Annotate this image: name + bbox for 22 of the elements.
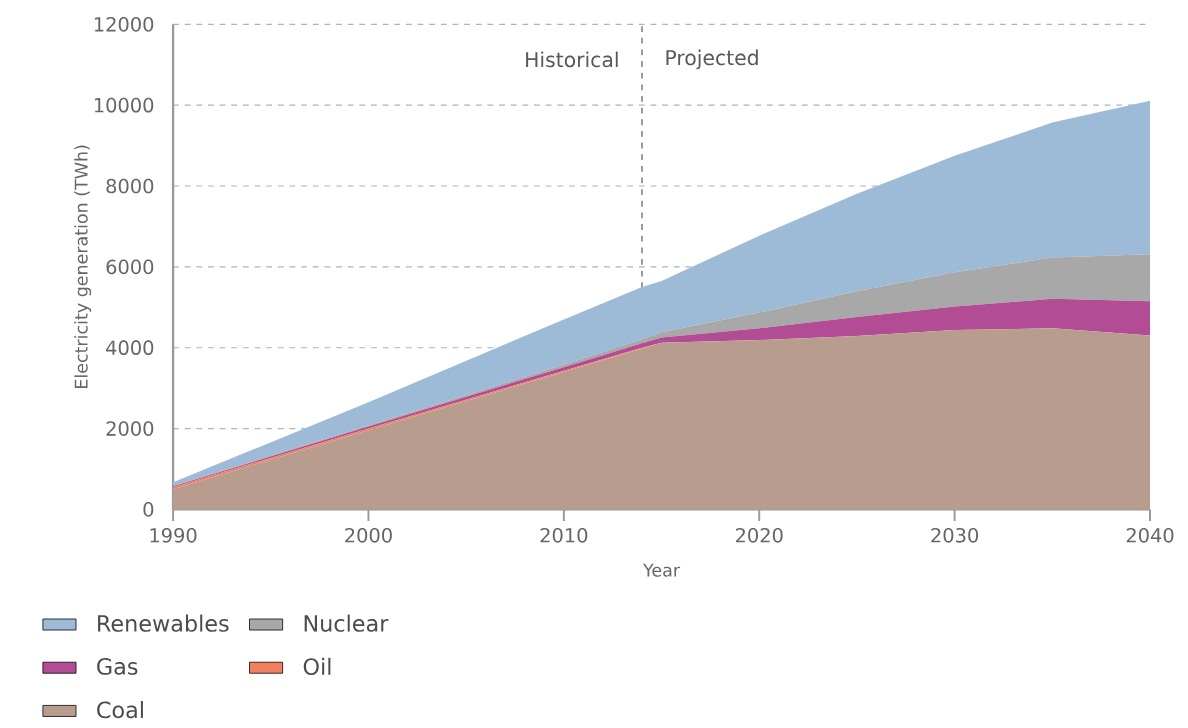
x-tick-label: 1990 [150, 528, 197, 543]
legend-label: Gas [97, 658, 138, 676]
legend-label: Oil [303, 658, 331, 676]
x-tick-label: 2010 [540, 528, 588, 543]
x-tick-label: 2030 [931, 528, 979, 543]
y-tick-label: 6000 [106, 259, 154, 275]
y-axis-title: Electricity generation (TWh) [74, 145, 92, 389]
y-tick-label: 8000 [106, 178, 154, 194]
legend-label: Coal [97, 701, 143, 719]
x-tick-label: 2020 [735, 528, 783, 543]
x-axis-title: Year [643, 563, 681, 577]
y-tick-label: 12000 [94, 17, 154, 32]
y-tick-label: 2000 [106, 421, 154, 437]
y-tick-label: 0 [143, 502, 154, 517]
x-tick-label: 2040 [1126, 528, 1174, 543]
annotation: Historical [526, 51, 618, 68]
legend-label: Renewables [98, 614, 229, 633]
x-tick-label: 2000 [345, 528, 392, 543]
annotation: Projected [666, 49, 758, 70]
y-tick-label: 4000 [106, 340, 154, 356]
y-tick-label: 10000 [94, 98, 154, 113]
legend-label: Nuclear [304, 614, 389, 633]
